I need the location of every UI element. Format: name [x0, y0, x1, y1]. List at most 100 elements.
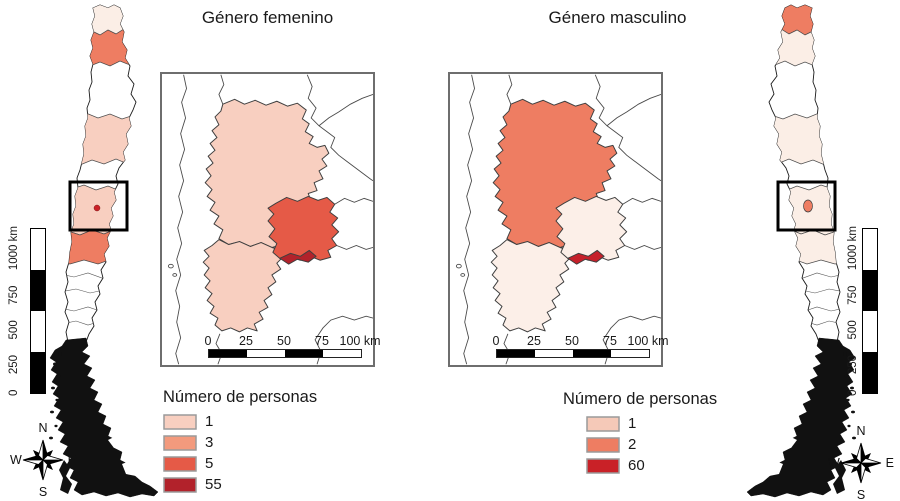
- scalebar-segment: [31, 352, 45, 393]
- compass-letter-s: S: [856, 488, 866, 501]
- region-below-inset: [769, 228, 840, 265]
- scalebar-tick: 0: [8, 389, 20, 396]
- legend-swatch: [163, 455, 197, 472]
- scalebar-tick: 25: [239, 334, 253, 348]
- legend-swatch: [163, 476, 197, 493]
- regional-map-masculino: 0 25 50 75 100 km: [448, 72, 669, 367]
- inset-extent-rectangle: [776, 180, 837, 232]
- scalebar-tick: 0: [204, 334, 212, 348]
- scalebar-tick: 75: [603, 334, 617, 348]
- region-below-inset: [65, 228, 136, 265]
- region-sliver: [279, 249, 317, 265]
- region-arica: [65, 5, 136, 36]
- archipelago-channel-2: [108, 436, 122, 448]
- regional-map-svg-femenino: [167, 74, 373, 365]
- scalebar-tick: 500: [847, 320, 859, 340]
- compass-letter-w: W: [828, 456, 840, 470]
- panel-scalebar-femenino: 0 25 50 75 100 km: [204, 334, 381, 358]
- compass-letter-n: N: [856, 424, 866, 438]
- compass-letter-e: E: [67, 453, 76, 467]
- archipelago-channel: [763, 460, 783, 476]
- scalebar-segment: [863, 311, 877, 352]
- scalebar-tick: 25: [527, 334, 541, 348]
- legend-label: 1: [205, 413, 214, 430]
- legend-item: 1: [163, 411, 317, 432]
- legend-title: Número de personas: [563, 390, 718, 408]
- legend-label: 5: [205, 455, 214, 472]
- legend-item: 5: [163, 453, 317, 474]
- archipelago-channel: [122, 460, 142, 476]
- capital-blob: [803, 199, 813, 213]
- chile-overview-svg-right: [746, 4, 856, 498]
- island-south-west: [59, 460, 72, 494]
- country-scalebar-left: [30, 228, 46, 394]
- chile-overview-map-right: [745, 2, 875, 500]
- scalebar-segment: [497, 350, 535, 357]
- scalebar-tick: 0: [847, 389, 859, 396]
- scalebar-bar: [496, 349, 650, 358]
- legend-swatch: [163, 413, 197, 430]
- region-east: [267, 195, 340, 261]
- west-islands: [49, 352, 62, 440]
- legend-label: 3: [205, 434, 214, 451]
- scalebar-tick: 0: [492, 334, 500, 348]
- scalebar-tick: 250: [847, 354, 859, 375]
- scalebar-tick: 75: [315, 334, 329, 348]
- scalebar-segment: [209, 350, 247, 357]
- compass-star-icon: [840, 442, 882, 484]
- scalebar-tick: 100 km: [627, 334, 669, 348]
- scalebar-segment: [611, 350, 649, 357]
- scalebar-segment: [573, 350, 611, 357]
- capital-dot: [93, 204, 101, 212]
- scalebar-tick: 1000 km: [8, 226, 20, 271]
- scalebar-tick: 1000 km: [847, 226, 859, 271]
- country-scalebar-right: [862, 228, 878, 394]
- southern-archipelago: [49, 337, 159, 498]
- scalebar-segment: [31, 270, 45, 311]
- legend-label: 55: [205, 476, 222, 493]
- neighbor-region-borders: [455, 74, 661, 365]
- legend-swatch: [163, 434, 197, 451]
- legend-swatch: [586, 436, 620, 453]
- legend-item: 55: [163, 474, 317, 495]
- region-east: [555, 195, 628, 261]
- panel-scalebar-masculino: 0 25 50 75 100 km: [492, 334, 669, 358]
- legend-label: 60: [628, 457, 645, 474]
- country-scalebar-labels-left: 0 250 500 750 1000 km: [6, 226, 22, 396]
- neighbor-region-borders: [167, 74, 373, 365]
- scalebar-tick: 50: [565, 334, 579, 348]
- compass-letter-w: W: [10, 453, 22, 467]
- legend-item: 3: [163, 432, 317, 453]
- region-atacama: [769, 112, 840, 166]
- west-islands: [843, 352, 856, 440]
- compass-star-icon: [22, 439, 64, 481]
- legend-swatch: [586, 415, 620, 432]
- scalebar-bar: [208, 349, 362, 358]
- legend-masculino: Número de personas 1 2 60: [563, 390, 717, 476]
- scalebar-tick: 750: [8, 285, 20, 305]
- compass-letter-e: E: [885, 456, 894, 470]
- scalebar-tick: 250: [8, 354, 20, 375]
- legend-title: Número de personas: [163, 388, 318, 406]
- scalebar-segment: [863, 229, 877, 270]
- legend-item: 60: [563, 455, 717, 476]
- legend-item: 2: [563, 434, 717, 455]
- legend-label: 2: [628, 436, 637, 453]
- chile-overview-map-left: [30, 2, 160, 500]
- panel-title-masculino: Género masculino: [548, 8, 687, 27]
- scalebar-segment: [863, 352, 877, 393]
- scalebar-tick: 100 km: [339, 334, 381, 348]
- southern-archipelago: [746, 337, 856, 498]
- scalebar-tick: 500: [8, 320, 20, 340]
- compass-letter-n: N: [38, 421, 48, 435]
- region-arica: [769, 5, 840, 36]
- inset-extent-rectangle: [68, 180, 129, 232]
- island-south-west: [833, 460, 846, 494]
- region-sliver: [567, 249, 605, 265]
- scalebar-segment: [535, 350, 573, 357]
- scalebar-tick: 750: [847, 285, 859, 305]
- legend-femenino: Número de personas 1 3 5 55: [163, 388, 317, 495]
- compass-rose-right: N S W E: [828, 424, 894, 501]
- compass-rose-left: N S W E: [10, 421, 76, 499]
